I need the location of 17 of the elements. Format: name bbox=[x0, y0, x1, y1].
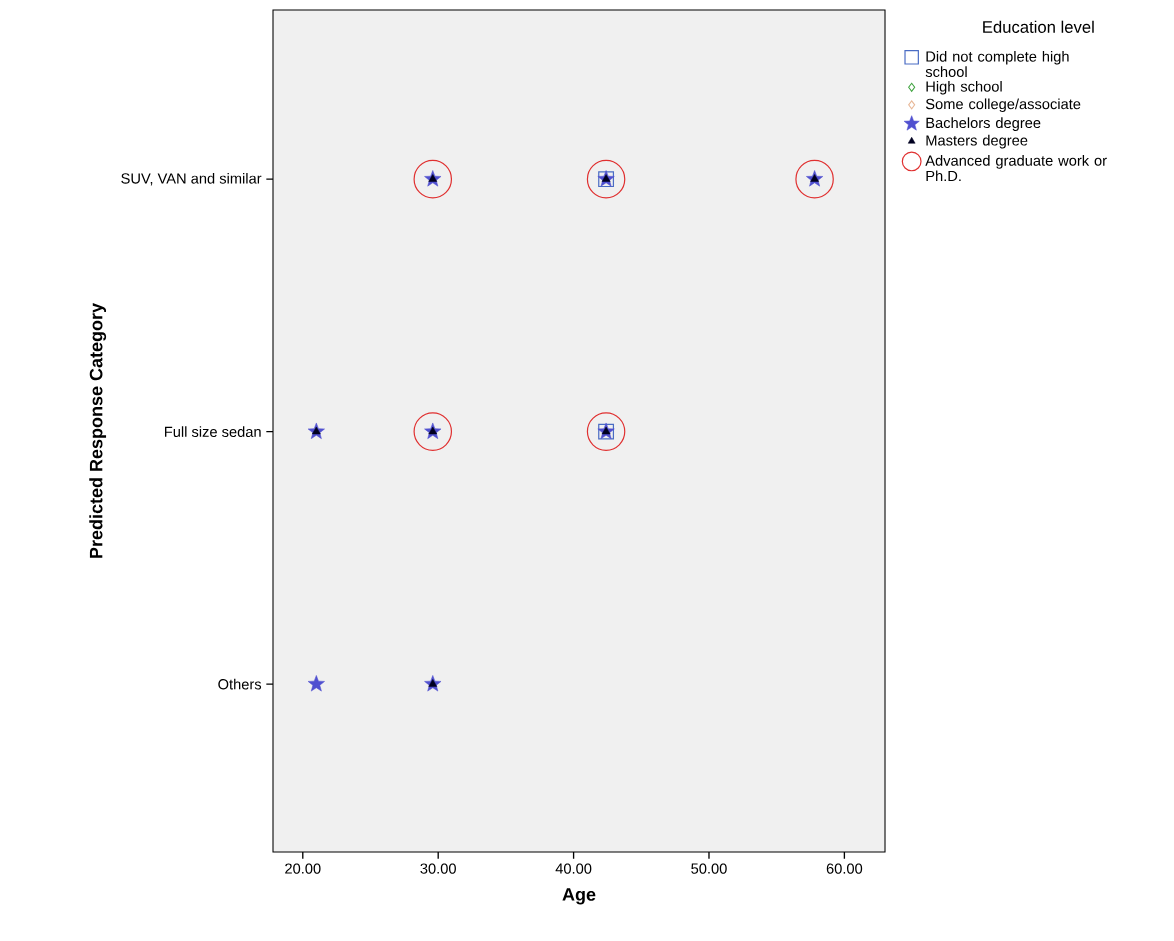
x-tick-label: 50.00 bbox=[691, 863, 727, 874]
legend-label: Bachelors degree bbox=[926, 117, 1041, 131]
x-axis-title: Age bbox=[562, 888, 596, 905]
legend-label: Masters degree bbox=[926, 134, 1028, 149]
legend-label: Advanced graduate work or Ph.D. bbox=[925, 155, 1107, 181]
y-axis-title: Predicted Response Category bbox=[89, 303, 107, 558]
y-tick-label: SUV, VAN and similar bbox=[121, 172, 262, 186]
x-tick-label: 20.00 bbox=[285, 863, 321, 874]
y-tick-label: Others bbox=[218, 678, 262, 690]
legend-title: Education level bbox=[983, 20, 1094, 33]
x-tick-label: 40.00 bbox=[555, 863, 592, 874]
x-tick-label: 60.00 bbox=[826, 863, 863, 874]
legend-label: Some college/associate bbox=[925, 98, 1081, 113]
legend-label: Did not complete high school bbox=[925, 50, 1069, 78]
x-tick-label: 30.00 bbox=[420, 863, 456, 874]
y-tick-label: Full size sedan bbox=[165, 426, 261, 437]
legend-label: High school bbox=[926, 80, 1002, 95]
